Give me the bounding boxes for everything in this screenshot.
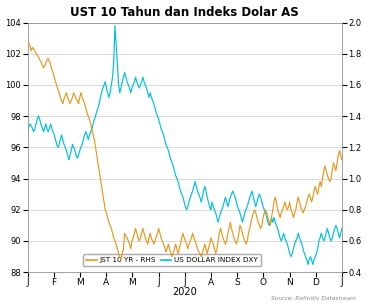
Legend: JST 10 YR - RHS, US DOLLAR INDEX DXY: JST 10 YR - RHS, US DOLLAR INDEX DXY — [83, 254, 261, 266]
X-axis label: 2020: 2020 — [172, 288, 197, 298]
Title: UST 10 Tahun dan Indeks Dolar AS: UST 10 Tahun dan Indeks Dolar AS — [70, 5, 299, 18]
Text: Source: Refinitiv Datastream: Source: Refinitiv Datastream — [271, 296, 356, 301]
